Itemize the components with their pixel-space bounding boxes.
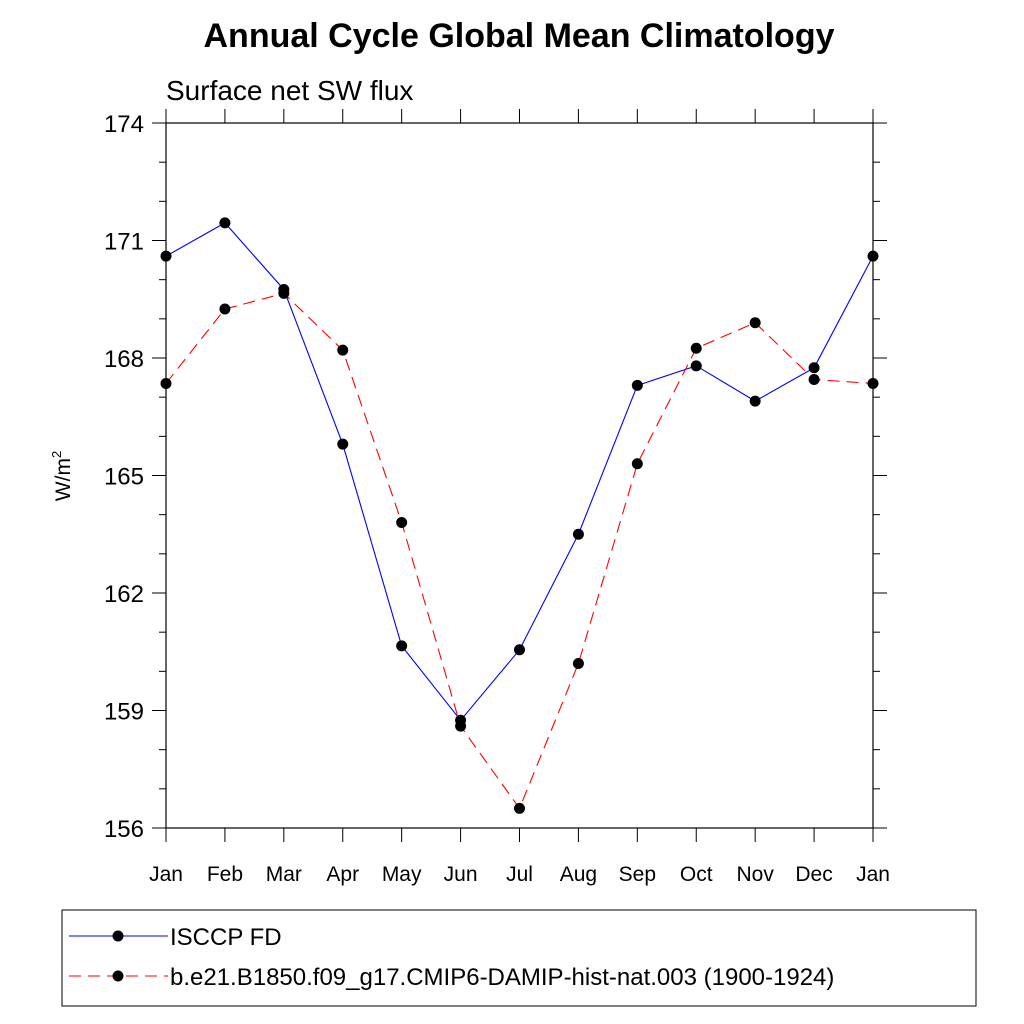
x-tick-label: Oct bbox=[680, 863, 713, 886]
series-line bbox=[165, 292, 874, 810]
data-point bbox=[572, 658, 584, 669]
data-point bbox=[749, 395, 761, 407]
legend-label: b.e21.B1850.f09_g17.CMIP6-DAMIP-hist-nat… bbox=[170, 964, 834, 991]
data-point bbox=[514, 644, 525, 656]
data-point bbox=[631, 379, 643, 391]
data-point bbox=[690, 342, 702, 354]
legend-box bbox=[61, 909, 977, 1007]
series-2 bbox=[160, 287, 879, 814]
chart-subtitle: Surface net SW flux bbox=[166, 75, 413, 106]
x-tick-label: May bbox=[382, 863, 422, 886]
data-point bbox=[160, 250, 172, 262]
data-point bbox=[219, 217, 231, 229]
plot-frame bbox=[165, 122, 874, 829]
y-axis-label-superscript: 2 bbox=[49, 451, 64, 458]
legend: ISCCP FD b.e21.B1850.f09_g17.CMIP6-DAMIP-… bbox=[61, 909, 977, 1007]
y-tick-label: 156 bbox=[104, 816, 144, 843]
data-point bbox=[396, 640, 408, 652]
data-point bbox=[808, 362, 820, 374]
data-point bbox=[337, 438, 349, 450]
data-point bbox=[631, 458, 643, 470]
x-tick-label: Feb bbox=[207, 863, 243, 886]
x-tick-label: Nov bbox=[736, 863, 774, 886]
data-point bbox=[455, 720, 467, 732]
data-point bbox=[396, 517, 408, 528]
x-tick-label: Jan bbox=[149, 863, 183, 886]
legend-marker bbox=[112, 970, 124, 982]
data-point bbox=[278, 287, 290, 299]
x-tick-label: Mar bbox=[266, 863, 302, 886]
axes: 156 159 162 165 168 171 174 Jan Feb Mar Apr May Jun J… bbox=[104, 109, 890, 886]
data-point bbox=[867, 377, 879, 389]
data-point bbox=[690, 360, 702, 372]
data-point bbox=[337, 344, 349, 356]
y-tick-label: 168 bbox=[104, 346, 144, 373]
legend-label: ISCCP FD bbox=[170, 924, 282, 951]
data-point bbox=[572, 528, 584, 540]
y-tick-label: 159 bbox=[104, 699, 144, 726]
data-point bbox=[160, 377, 172, 389]
data-point bbox=[808, 374, 820, 386]
x-tick-label: Jun bbox=[444, 863, 478, 886]
y-axis-label: W/m2 bbox=[49, 451, 75, 501]
x-tick-label: Jul bbox=[506, 863, 533, 886]
y-tick-label: 162 bbox=[104, 581, 144, 608]
x-tick-label: Jan bbox=[856, 863, 890, 886]
series-1 bbox=[160, 217, 879, 726]
y-axis-label-text: W/m bbox=[52, 458, 75, 501]
chart-title: Annual Cycle Global Mean Climatology bbox=[204, 17, 835, 55]
x-tick-label: Sep bbox=[619, 863, 656, 886]
legend-marker bbox=[112, 930, 124, 942]
series-layer bbox=[160, 217, 879, 814]
y-tick-label: 165 bbox=[104, 464, 144, 491]
x-tick-label: Apr bbox=[326, 863, 359, 886]
y-tick-label: 171 bbox=[104, 229, 144, 256]
data-point bbox=[749, 317, 761, 329]
x-tick-label: Dec bbox=[795, 863, 832, 886]
data-point bbox=[219, 303, 231, 315]
data-point bbox=[867, 250, 879, 262]
x-tick-label: Aug bbox=[560, 863, 597, 886]
data-point bbox=[514, 802, 525, 814]
y-tick-label: 174 bbox=[104, 111, 144, 138]
